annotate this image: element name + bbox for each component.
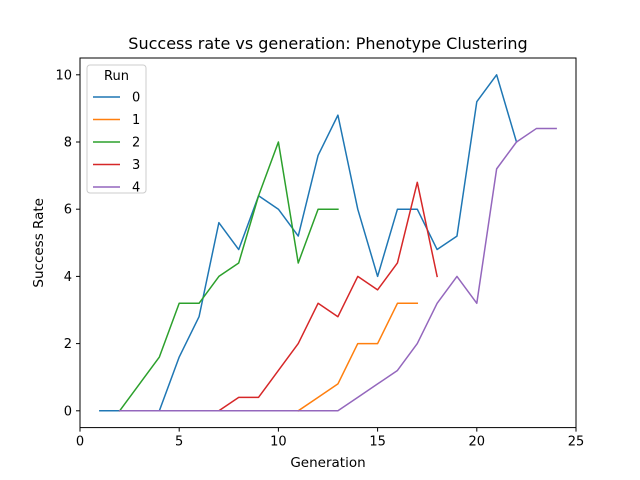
x-tick-label: 15: [369, 435, 386, 450]
legend-label-run-2: 2: [132, 136, 140, 151]
series-line-run-0: [99, 74, 518, 412]
y-tick-label: 4: [64, 270, 72, 285]
plot-area-frame: [79, 57, 577, 429]
x-tick-label: 0: [76, 435, 84, 450]
x-tick-label: 20: [469, 435, 486, 450]
legend-items: 0 1 2 3 4: [93, 91, 140, 196]
series-line-run-1: [297, 302, 419, 412]
x-tick-label: 10: [270, 435, 287, 450]
x-axis-ticks: 0 5 10 15 20 25: [76, 427, 585, 450]
series-line-run-2: [118, 141, 339, 412]
x-axis-label: Generation: [290, 455, 365, 471]
y-axis-label: Success Rate: [31, 198, 47, 288]
legend-title: Run: [104, 69, 129, 84]
x-tick-label: 5: [175, 435, 183, 450]
legend-label-run-4: 4: [132, 181, 140, 196]
series-line-run-4: [118, 127, 557, 412]
y-tick-label: 0: [64, 404, 72, 419]
x-tick-label: 25: [568, 435, 585, 450]
legend-label-run-3: 3: [132, 158, 140, 173]
chart-title: Success rate vs generation: Phenotype Cl…: [128, 34, 527, 53]
y-axis-ticks: 0 2 4 6 8 10: [55, 68, 80, 419]
legend: Run 0 1 2 3 4: [86, 64, 147, 196]
y-tick-label: 6: [64, 203, 72, 218]
y-tick-label: 2: [64, 337, 72, 352]
y-tick-label: 10: [55, 68, 72, 83]
legend-label-run-1: 1: [132, 113, 140, 128]
legend-label-run-0: 0: [132, 91, 140, 106]
y-tick-label: 8: [64, 136, 72, 151]
series-lines: [99, 74, 557, 412]
legend-frame: [86, 64, 147, 194]
